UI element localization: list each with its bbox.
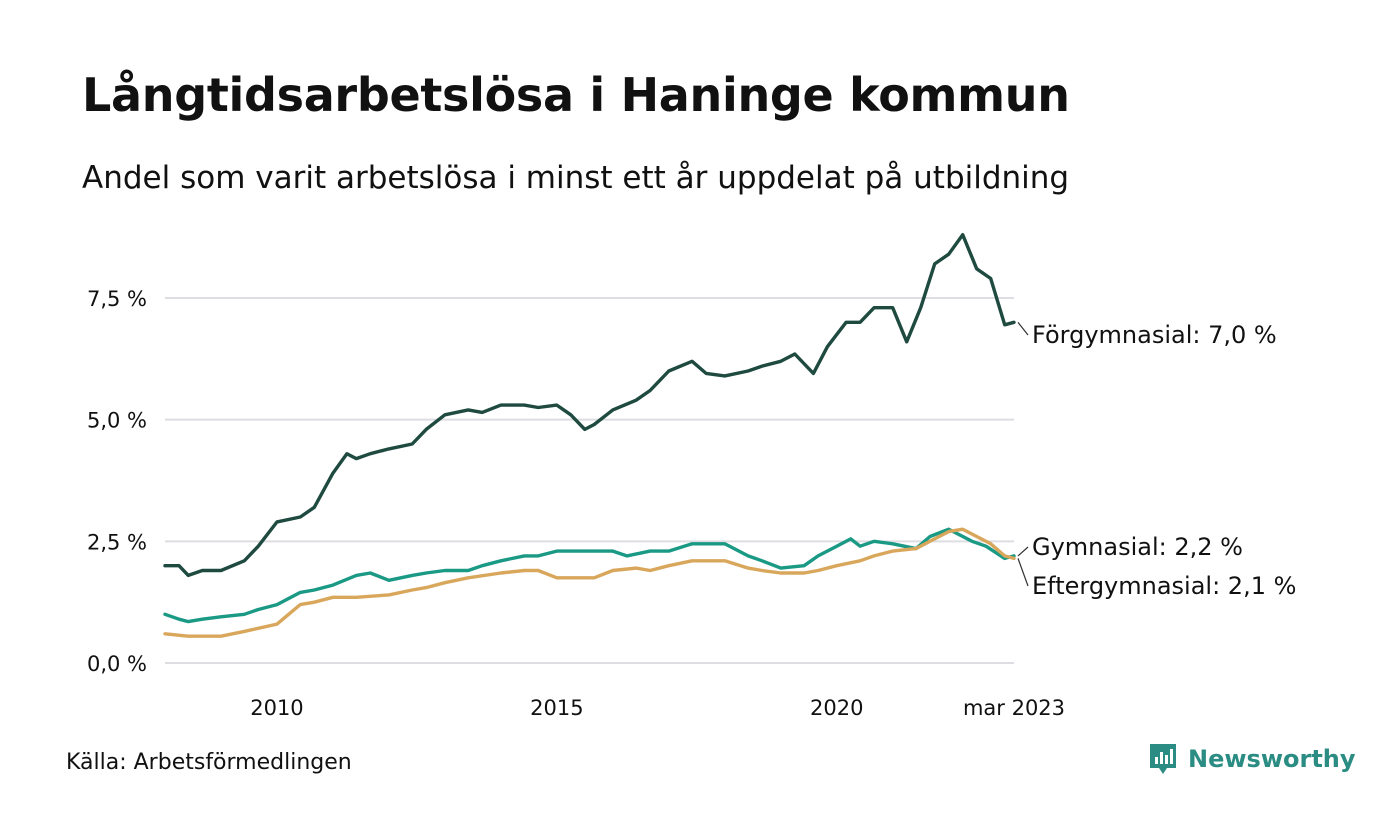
chart-title: Långtidsarbetslösa i Haninge kommun [82,68,1070,122]
end-label-forgymnasial: Förgymnasial: 7,0 % [1032,321,1277,349]
grid-lines [165,297,1014,664]
x-tick-label: 2020 [810,696,863,720]
x-tick-label: mar 2023 [963,696,1065,720]
x-tick-label: 2010 [250,696,303,720]
leader-line [1017,321,1029,336]
series-line-gymnasial [163,527,1016,624]
y-tick-label: 0,0 % [87,652,147,676]
x-axis-ticks: 2010 2015 2020 mar 2023 [250,696,1065,720]
y-tick-label: 5,0 % [87,409,147,433]
series-line-eftergymnasial [163,527,1016,638]
brand-name: Newsworthy [1188,745,1356,773]
x-tick-label: 2015 [530,696,583,720]
leader-line [1017,546,1029,557]
source-note: Källa: Arbetsförmedlingen [66,750,352,775]
brand-logo: Newsworthy [1148,742,1356,776]
series-lines [163,233,1016,638]
end-label-gymnasial: Gymnasial: 2,2 % [1032,533,1243,561]
y-tick-label: 2,5 % [87,530,147,554]
end-label-eftergymnasial: Eftergymnasial: 2,1 % [1032,572,1296,600]
y-axis-ticks: 0,0 % 2,5 % 5,0 % 7,5 % [87,287,147,676]
chart-subtitle: Andel som varit arbetslösa i minst ett å… [82,160,1070,196]
series-line-forgymnasial [163,233,1016,578]
bar-chart-logo-icon [1150,744,1176,774]
leader-line [1017,558,1029,587]
end-labels: Förgymnasial: 7,0 % Gymnasial: 2,2 % Efter… [1017,321,1296,600]
y-tick-label: 7,5 % [87,287,147,311]
